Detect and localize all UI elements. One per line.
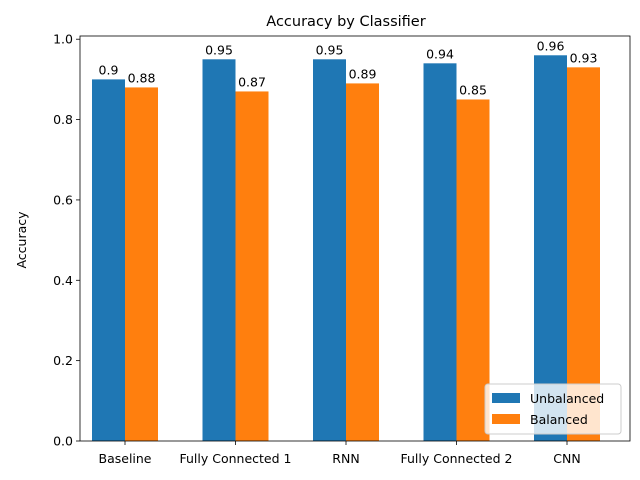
data-label-unbalanced-3: 0.95	[316, 42, 344, 57]
data-label-unbalanced-5: 0.96	[537, 38, 565, 53]
data-label-balanced-5: 0.93	[570, 50, 598, 65]
data-label-balanced-2: 0.87	[238, 74, 266, 89]
bar-balanced-4	[456, 99, 490, 441]
x-tick-label: RNN	[332, 451, 359, 466]
y-tick-label: 0.4	[53, 273, 73, 288]
legend-swatch-balanced	[492, 414, 520, 424]
y-tick-label: 0.8	[53, 112, 73, 127]
bar-unbalanced-4	[423, 63, 457, 441]
x-tick-label: CNN	[553, 451, 580, 466]
x-tick-label: Fully Connected 1	[180, 451, 292, 466]
chart-title: Accuracy by Classifier	[266, 14, 425, 30]
data-label-unbalanced-4: 0.94	[426, 46, 454, 61]
legend-label-balanced: Balanced	[530, 412, 588, 427]
y-tick-label: 0.6	[53, 192, 73, 207]
bar-balanced-2	[235, 91, 269, 442]
bar-unbalanced-2	[202, 59, 236, 442]
data-label-balanced-4: 0.85	[459, 82, 487, 97]
legend: Unbalanced Balanced	[484, 383, 622, 435]
bar-unbalanced-3	[313, 59, 346, 442]
data-label-unbalanced-1: 0.9	[99, 62, 119, 77]
x-tick-label: Baseline	[99, 451, 152, 466]
data-label-unbalanced-2: 0.95	[205, 42, 233, 57]
plot-frame	[79, 35, 631, 442]
plot-area: 0.9 0.88 Baseline 0.95 0.87 Fully Connected 1…	[53, 32, 631, 466]
bar-balanced-3	[346, 83, 379, 442]
bar-unbalanced-5	[534, 55, 567, 442]
bar-balanced-1	[125, 87, 158, 441]
data-label-balanced-1: 0.88	[128, 70, 156, 85]
x-tick-label: Fully Connected 2	[401, 451, 513, 466]
y-tick-label: 1.0	[53, 32, 73, 47]
legend-swatch-unbalanced	[492, 393, 520, 403]
bar-unbalanced-1	[92, 79, 125, 442]
y-axis-label: Accuracy	[14, 211, 29, 269]
legend-label-unbalanced: Unbalanced	[530, 391, 604, 406]
y-tick-label: 0.0	[53, 434, 73, 449]
bar-balanced-5	[567, 67, 600, 441]
data-label-balanced-3: 0.89	[349, 66, 377, 81]
y-tick-label: 0.2	[53, 353, 73, 368]
